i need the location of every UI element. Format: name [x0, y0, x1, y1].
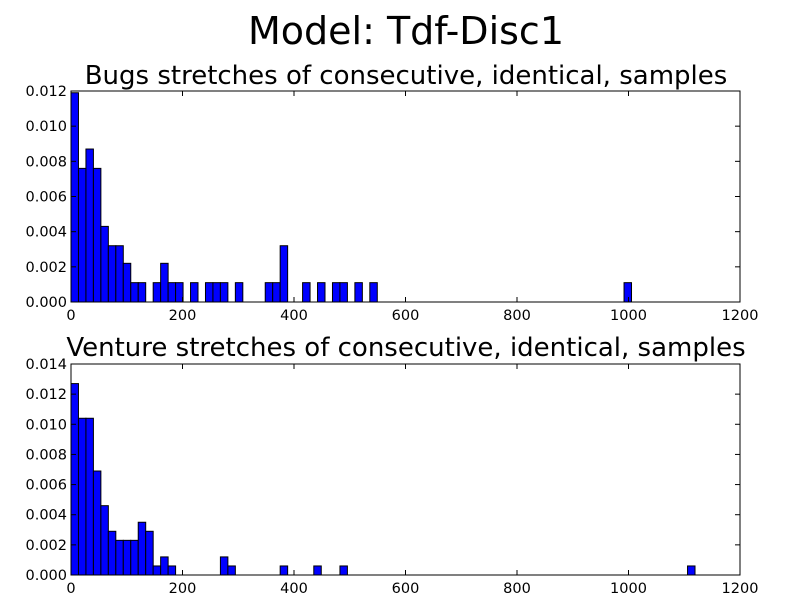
bugs-xtick-label: 1200	[722, 308, 759, 324]
venture-bar-10	[145, 530, 154, 576]
venture-bar-15	[227, 565, 236, 576]
bugs-bar-19	[264, 282, 274, 303]
venture-bar-4	[100, 505, 109, 576]
venture-chart-title: Venture stretches of consecutive, identi…	[66, 333, 745, 363]
bugs-bar-23	[317, 282, 326, 303]
venture-ytick-label: 0.014	[25, 357, 67, 373]
bugs-x-axis: 0 200 400 600 800 1000 1200	[66, 91, 758, 324]
bugs-bar-6	[115, 245, 124, 303]
venture-bar-17	[313, 565, 322, 576]
bugs-bar-10	[152, 282, 162, 303]
bugs-bar-13	[175, 282, 184, 303]
venture-xtick-label: 600	[392, 581, 420, 597]
venture-ytick-label: 0.010	[25, 417, 67, 433]
venture-bar-3	[92, 470, 102, 576]
bugs-ytick-label: 0.012	[25, 84, 67, 100]
venture-bar-13	[167, 565, 177, 576]
bugs-bar-9	[137, 282, 147, 303]
bugs-bar-1	[77, 167, 87, 303]
bugs-bar-17	[219, 282, 229, 303]
bugs-xtick-label: 200	[169, 308, 197, 324]
venture-bar-8	[130, 539, 139, 576]
bugs-bar-27	[369, 282, 378, 303]
bugs-bar-4	[100, 225, 109, 303]
venture-xtick-label: 800	[503, 581, 531, 597]
bugs-xtick-label: 600	[392, 308, 420, 324]
venture-bar-14	[219, 556, 229, 576]
bugs-xtick-label: 400	[280, 308, 308, 324]
bugs-bar-15	[204, 282, 214, 303]
venture-bar-0	[70, 383, 79, 576]
bugs-ytick-label: 0.008	[25, 154, 67, 170]
bugs-bar-20	[272, 282, 281, 303]
venture-bar-19	[687, 565, 696, 576]
venture-bars	[70, 383, 696, 576]
venture-histogram: Venture stretches of consecutive, identi…	[25, 333, 758, 597]
bugs-ytick-label: 0.010	[25, 119, 67, 135]
venture-bar-16	[279, 565, 289, 576]
venture-bar-18	[339, 565, 348, 576]
venture-xtick-label: 1000	[610, 581, 647, 597]
bugs-bar-26	[354, 282, 363, 303]
bugs-bar-7	[122, 262, 132, 303]
bugs-plot-frame	[70, 90, 741, 303]
bugs-xtick-label: 800	[503, 308, 531, 324]
bugs-bar-18	[234, 282, 244, 303]
venture-ytick-label: 0.006	[25, 478, 67, 494]
venture-xtick-label: 200	[169, 581, 197, 597]
venture-ytick-label: 0.004	[25, 508, 67, 524]
bugs-bar-14	[190, 282, 199, 303]
venture-bar-12	[160, 556, 169, 576]
bugs-chart-title: Bugs stretches of consecutive, identical…	[85, 61, 728, 91]
bugs-bar-12	[167, 282, 177, 303]
venture-ytick-label: 0.000	[25, 568, 67, 584]
bugs-bar-2	[85, 148, 94, 303]
venture-x-axis: 0 200 400 600 800 1000 1200	[66, 364, 758, 597]
bugs-ytick-label: 0.002	[25, 260, 67, 276]
bugs-bar-16	[212, 282, 221, 303]
figure-title: Model: Tdf-Disc1	[248, 9, 564, 53]
venture-y-axis: 0.000 0.002 0.004 0.006 0.008 0.010 0.012 0.014	[25, 357, 740, 584]
venture-ytick-label: 0.002	[25, 538, 67, 554]
bugs-xtick-label: 0	[66, 308, 75, 324]
bugs-histogram: Bugs stretches of consecutive, identical…	[25, 61, 758, 324]
venture-bar-5	[107, 530, 117, 576]
venture-bar-2	[85, 417, 94, 576]
bugs-xtick-label: 1000	[610, 308, 647, 324]
bugs-bar-5	[107, 245, 117, 303]
venture-ytick-label: 0.008	[25, 447, 67, 463]
venture-ytick-label: 0.012	[25, 387, 67, 403]
bugs-bar-11	[160, 262, 169, 303]
venture-plot-frame	[70, 363, 741, 576]
venture-xtick-label: 1200	[722, 581, 759, 597]
venture-bar-11	[152, 565, 162, 576]
venture-xtick-label: 400	[280, 581, 308, 597]
venture-bar-6	[115, 539, 124, 576]
bugs-bar-25	[339, 282, 348, 303]
bugs-bar-24	[331, 282, 341, 303]
venture-bar-7	[122, 539, 132, 576]
bugs-bars	[70, 92, 633, 303]
bugs-bar-0	[70, 92, 79, 303]
bugs-ytick-label: 0.006	[25, 190, 67, 206]
bugs-bar-28	[623, 282, 633, 303]
bugs-bar-22	[302, 282, 311, 303]
venture-xtick-label: 0	[66, 581, 75, 597]
bugs-bar-3	[92, 167, 102, 303]
venture-bar-9	[137, 521, 147, 576]
venture-bar-1	[77, 417, 87, 576]
bugs-ytick-label: 0.000	[25, 295, 67, 311]
bugs-bar-8	[130, 282, 139, 303]
bugs-ytick-label: 0.004	[25, 225, 67, 241]
bugs-bar-21	[279, 245, 289, 303]
bugs-y-axis: 0.000 0.002 0.004 0.006 0.008 0.010 0.012	[25, 84, 740, 311]
